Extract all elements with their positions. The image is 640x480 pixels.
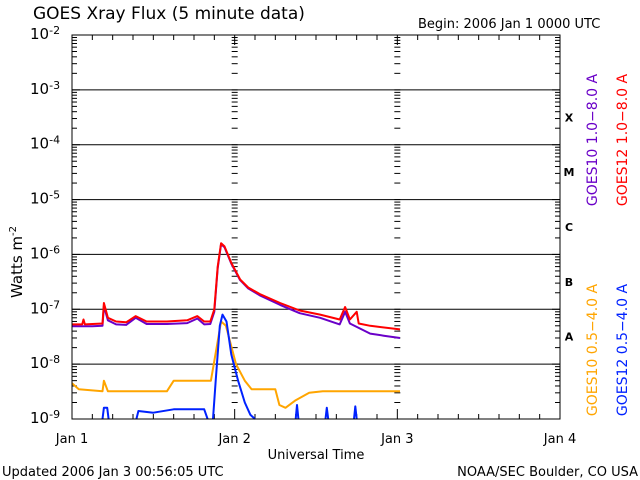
series-layer xyxy=(71,242,401,420)
y-tick-label: 10-2 xyxy=(30,24,60,43)
y-tick-labels: 10-9 10-8 10-7 10-6 10-5 10-4 10-3 10-2 xyxy=(30,24,60,427)
flare-class-labels: A B C M X xyxy=(564,111,575,343)
ylabel-exponent: -2 xyxy=(8,226,19,236)
ylabel-text: Watts m xyxy=(8,236,26,298)
series-goes12-1-0-8-0-a xyxy=(72,242,401,331)
series-line xyxy=(72,243,401,339)
plot-frame xyxy=(71,34,561,420)
series-line xyxy=(135,408,209,420)
y-axis-label: Watts m-2 xyxy=(8,226,26,298)
svg-text:Watts m-2: Watts m-2 xyxy=(8,226,26,298)
gridlines xyxy=(72,89,560,365)
updated-timestamp: Updated 2006 Jan 3 00:56:05 UTC xyxy=(2,465,224,480)
series-line xyxy=(212,313,256,420)
flare-class-label: A xyxy=(565,331,574,344)
x-tick-label: Jan 1 xyxy=(55,432,88,447)
series-line xyxy=(324,406,330,420)
chart-title: GOES Xray Flux (5 minute data) xyxy=(33,4,305,24)
y-tick-label: 10-8 xyxy=(30,353,60,372)
flare-class-label: X xyxy=(565,111,574,124)
flare-class-label: M xyxy=(564,166,575,179)
legend-entry: GOES10 0.5−4.0 A xyxy=(585,284,601,417)
flare-class-label: B xyxy=(565,276,573,289)
x-axis-label: Universal Time xyxy=(268,448,365,463)
y-tick-label: 10-7 xyxy=(30,298,60,317)
source-label: NOAA/SEC Boulder, CO USA xyxy=(457,465,638,480)
legend-entry: GOES12 1.0−8.0 A xyxy=(615,74,631,207)
legend-entry: GOES12 0.5−4.0 A xyxy=(615,284,631,417)
y-tick-label: 10-9 xyxy=(30,408,60,427)
y-tick-label: 10-6 xyxy=(30,243,60,262)
series-line xyxy=(101,406,110,420)
x-tick-label: Jan 3 xyxy=(380,432,413,447)
series-goes12-0-5-4-0-a xyxy=(101,313,358,420)
legend: GOES10 1.0−8.0 A GOES12 1.0−8.0 A GOES10 0… xyxy=(585,74,631,417)
series-goes10-1-0-8-0-a xyxy=(72,243,401,339)
axis-ticks xyxy=(71,35,561,420)
y-tick-label: 10-5 xyxy=(30,189,60,208)
x-tick-label: Jan 2 xyxy=(217,432,250,447)
series-line xyxy=(72,242,401,331)
flare-class-label: C xyxy=(565,221,573,234)
series-goes10-0-5-4-0-a xyxy=(71,320,400,409)
y-tick-label: 10-4 xyxy=(30,134,60,153)
series-line xyxy=(353,405,358,420)
x-tick-labels: Jan 1 Jan 2 Jan 3 Jan 4 xyxy=(55,432,576,447)
y-tick-label: 10-3 xyxy=(30,79,60,98)
series-line xyxy=(294,404,300,420)
legend-entry: GOES10 1.0−8.0 A xyxy=(585,74,601,207)
begin-label: Begin: 2006 Jan 1 0000 UTC xyxy=(418,17,600,32)
x-tick-label: Jan 4 xyxy=(543,432,576,447)
series-line xyxy=(71,320,400,409)
